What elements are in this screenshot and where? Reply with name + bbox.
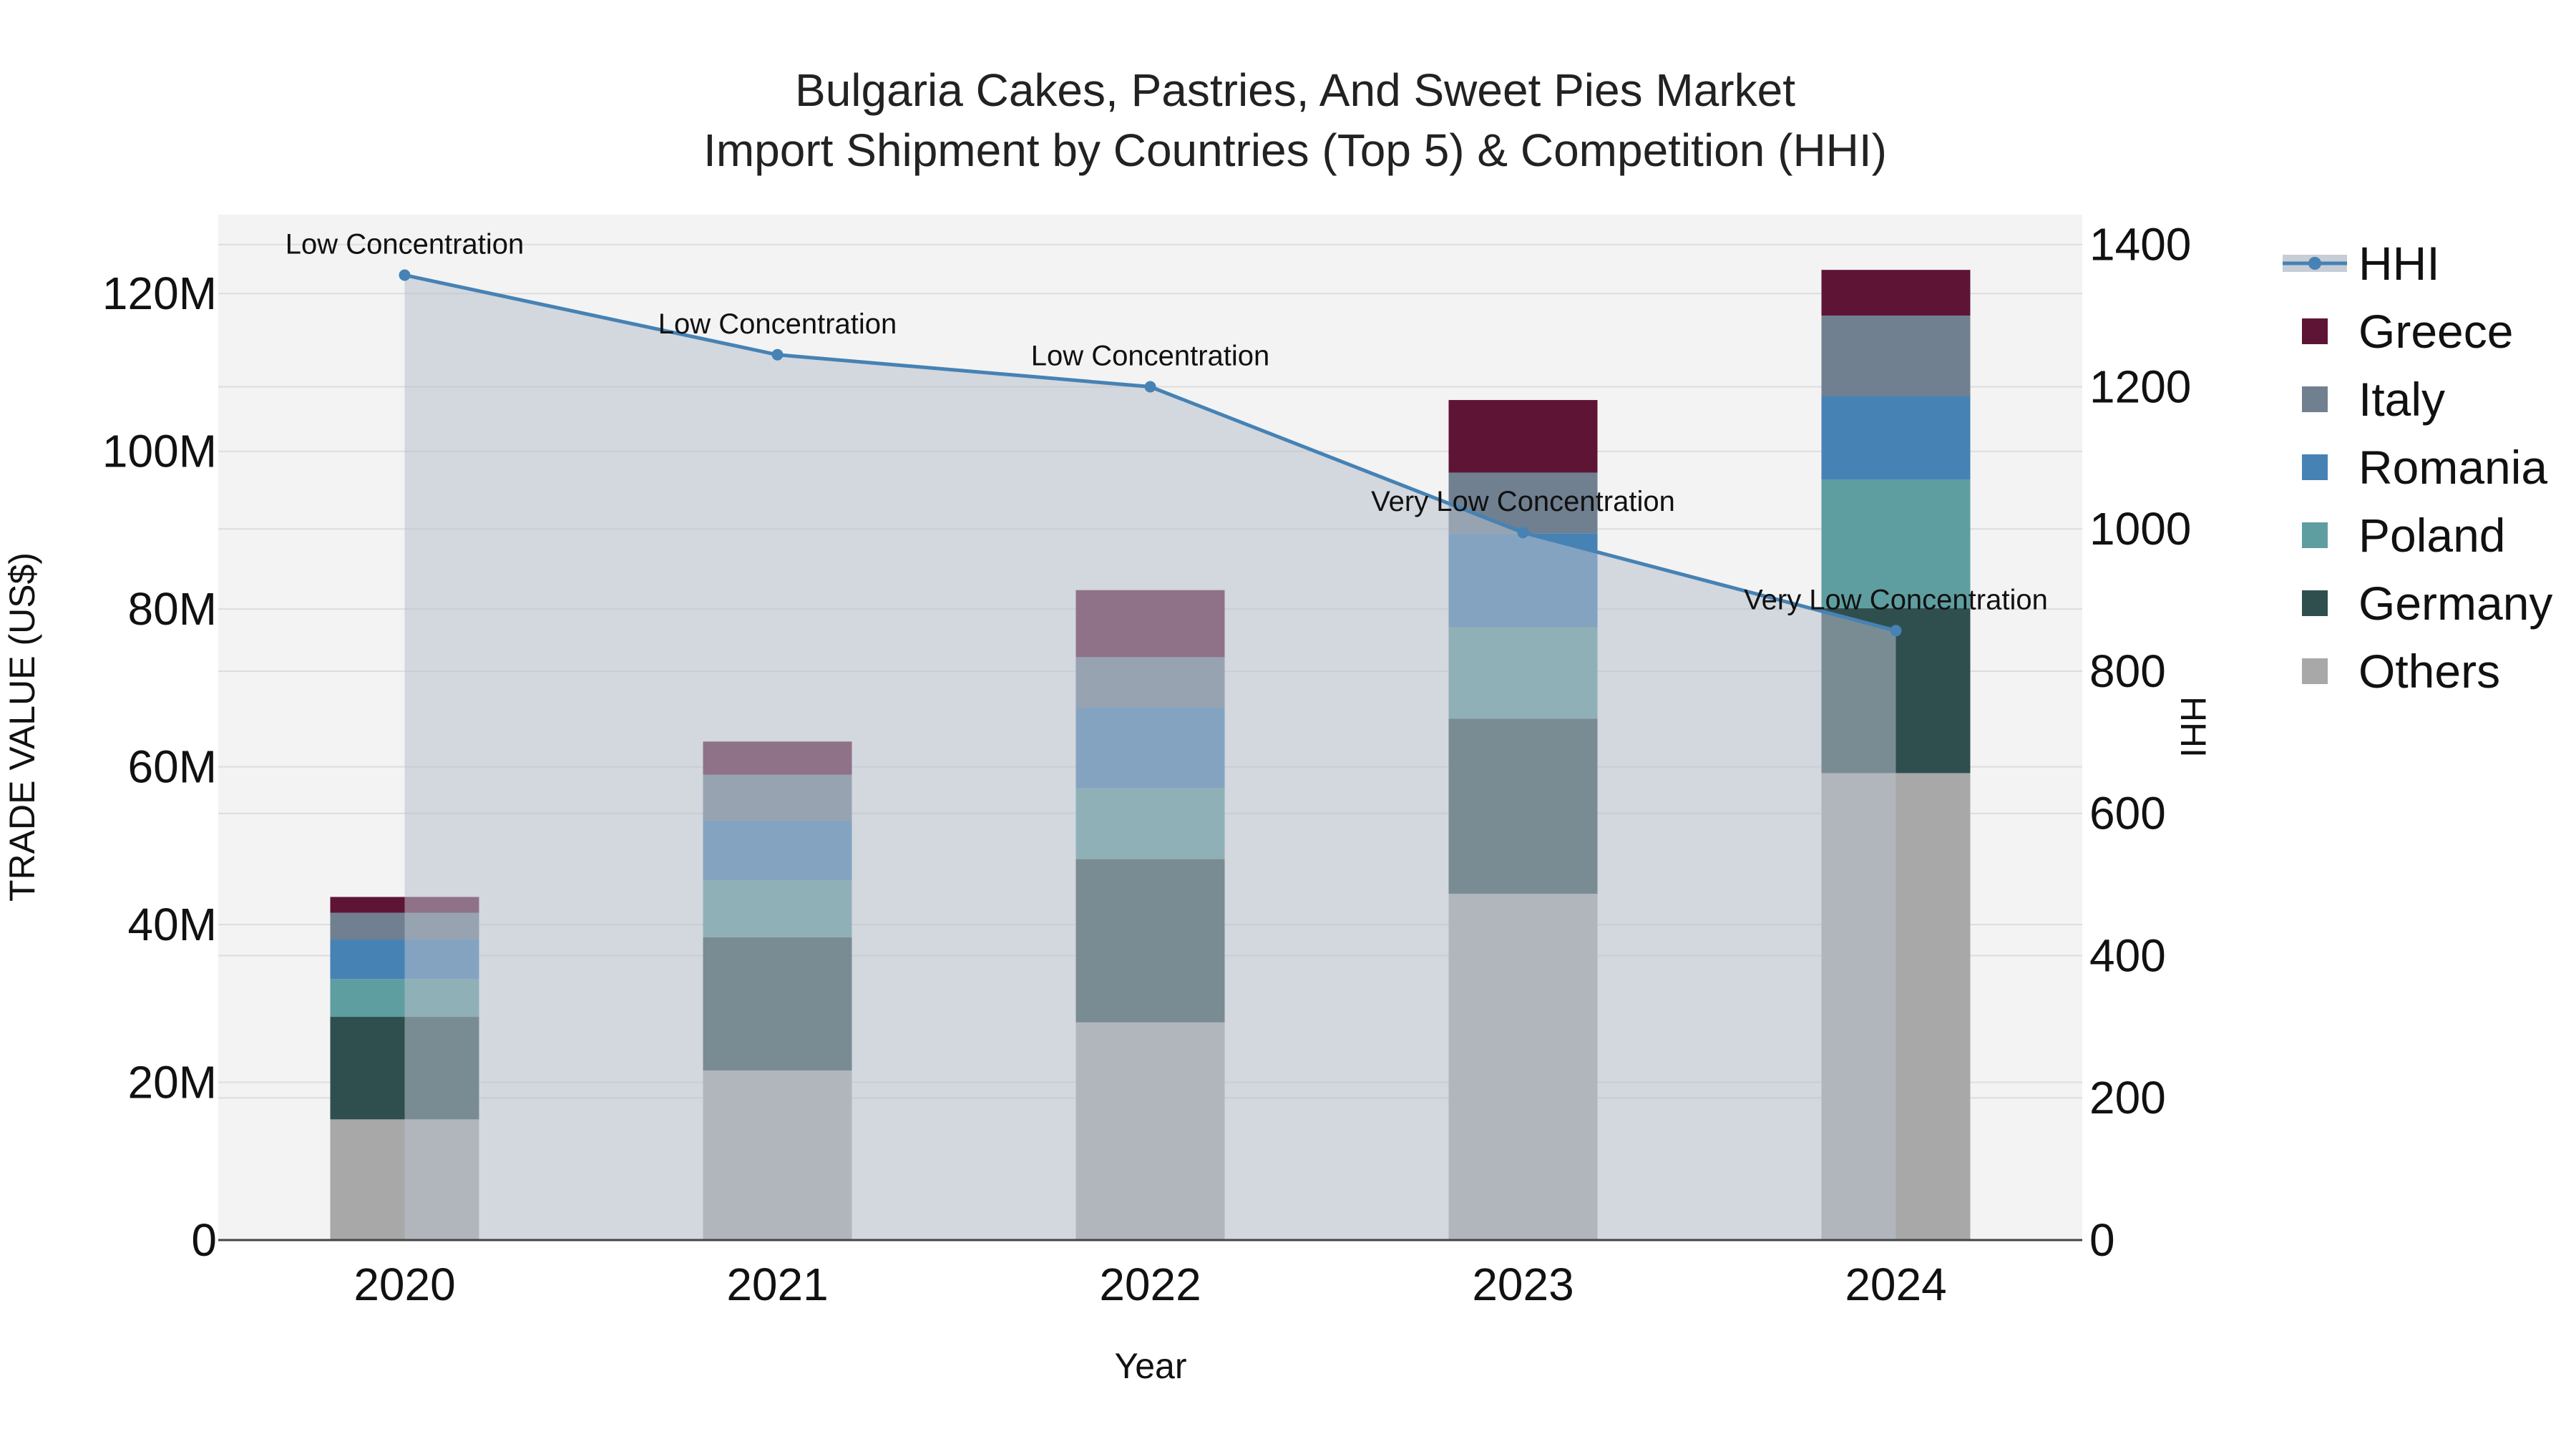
hhi-label-2024: Very Low Concentration <box>1744 584 2048 615</box>
hhi-label-2022: Low Concentration <box>1031 340 1270 371</box>
y-tick-label: 0 <box>191 1214 217 1266</box>
chart-title-line2: Import Shipment by Countries (Top 5) & C… <box>703 125 1887 176</box>
hhi-point-2024 <box>1890 625 1902 637</box>
y2-tick-label: 800 <box>2089 645 2166 697</box>
y-axis-title: TRADE VALUE (US$) <box>2 552 42 902</box>
legend-swatch-romania <box>2302 454 2328 480</box>
y2-tick-label: 1000 <box>2089 503 2191 555</box>
bar-romania-2024 <box>1821 396 1971 480</box>
y-tick-label: 120M <box>102 268 217 319</box>
legend-label-others: Others <box>2358 645 2500 698</box>
legend-swatch-poland <box>2302 522 2328 548</box>
x-tick-label: 2023 <box>1472 1259 1574 1310</box>
y2-tick-label: 0 <box>2089 1214 2115 1266</box>
legend-marker-hhi <box>2308 257 2321 270</box>
hhi-point-2022 <box>1144 381 1156 393</box>
y-tick-label: 60M <box>128 741 218 793</box>
hhi-label-2023: Very Low Concentration <box>1371 486 1675 517</box>
y2-tick-label: 400 <box>2089 930 2166 981</box>
hhi-point-2020 <box>399 269 411 281</box>
hhi-label-2021: Low Concentration <box>658 308 897 340</box>
legend-label-germany: Germany <box>2358 577 2552 630</box>
x-tick-label: 2024 <box>1845 1259 1946 1310</box>
bar-greece-2024 <box>1821 270 1971 316</box>
y2-tick-label: 1200 <box>2089 361 2191 412</box>
legend-swatch-italy <box>2302 386 2328 412</box>
legend-label-greece: Greece <box>2358 305 2513 358</box>
bar-greece-2023 <box>1448 400 1598 473</box>
hhi-point-2023 <box>1517 527 1529 539</box>
bar-italy-2024 <box>1821 316 1971 396</box>
axes-layer: 2020 2021 2022 2023 2024 0 20M 40M 60M 80M 100M 120… <box>102 219 2191 1310</box>
x-axis-title: Year <box>1114 1346 1186 1386</box>
legend: HHI Greece Italy Romania Poland Germany Others <box>2283 237 2552 698</box>
y-tick-label: 80M <box>128 583 218 635</box>
hhi-point-2021 <box>771 348 784 361</box>
chart-title-line1: Bulgaria Cakes, Pastries, And Sweet Pies… <box>795 64 1795 116</box>
x-tick-label: 2021 <box>726 1259 828 1310</box>
hhi-area <box>404 275 1896 1240</box>
legend-swatch-others <box>2302 658 2328 684</box>
legend-label-hhi: HHI <box>2358 237 2440 290</box>
y2-tick-label: 200 <box>2089 1072 2166 1123</box>
y2-tick-label: 1400 <box>2089 219 2191 270</box>
hhi-label-2020: Low Concentration <box>286 228 525 260</box>
legend-label-italy: Italy <box>2358 373 2445 426</box>
y-tick-label: 40M <box>128 899 218 950</box>
legend-swatch-germany <box>2302 590 2328 616</box>
legend-label-poland: Poland <box>2358 509 2506 562</box>
y2-axis-title: HHI <box>2173 696 2213 758</box>
legend-swatch-greece <box>2302 318 2328 344</box>
x-tick-label: 2022 <box>1099 1259 1201 1310</box>
x-tick-label: 2020 <box>353 1259 455 1310</box>
legend-label-romania: Romania <box>2358 441 2547 494</box>
bar-poland-2024 <box>1821 479 1971 609</box>
y-tick-label: 100M <box>102 426 217 477</box>
y2-tick-label: 600 <box>2089 788 2166 839</box>
hhi-line-layer: Low Concentration Low Concentration Low Co… <box>286 228 2048 1240</box>
y-tick-label: 20M <box>128 1057 218 1108</box>
